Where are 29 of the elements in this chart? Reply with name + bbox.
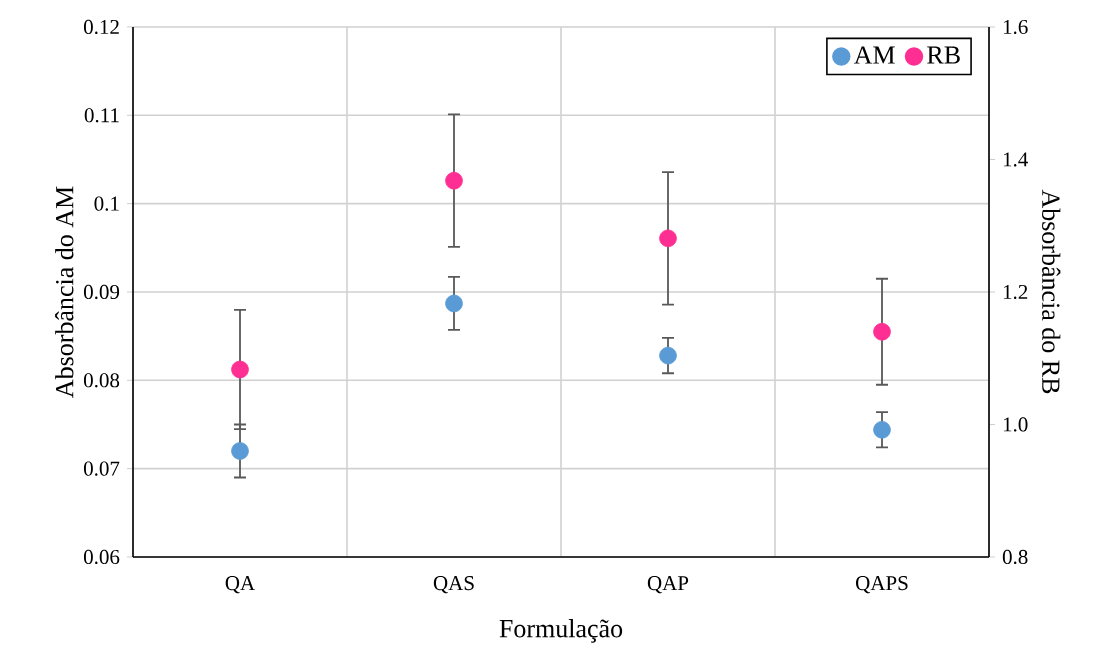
y-tick-label: 0.12	[83, 19, 119, 35]
y2-tick-label: 1.0	[1003, 417, 1028, 432]
point	[873, 322, 891, 341]
x-axis-title: Formulação	[499, 619, 623, 643]
y-tick-label: 0.11	[84, 108, 119, 123]
x-tick-label: QAS	[433, 576, 474, 594]
legend-label: AM	[853, 46, 895, 64]
y-tick-label: 0.1	[94, 196, 119, 211]
point	[445, 171, 463, 190]
point	[445, 294, 463, 313]
y2-tick-label: 1.2	[1003, 284, 1028, 300]
y2-axis-title: Absorbância do RB	[1042, 189, 1061, 394]
point	[873, 420, 891, 439]
y2-tick-label: 0.8	[1002, 549, 1028, 565]
y-tick-label: 0.06	[83, 549, 120, 565]
legend-label: RB	[927, 46, 960, 64]
y2-tick-label: 1.6	[1003, 19, 1028, 35]
y2-tick-label: 1.4	[1003, 152, 1028, 167]
x-tick-label: QA	[225, 576, 255, 594]
y-tick-label: 0.09	[83, 284, 120, 300]
x-tick-label: QAPS	[856, 576, 908, 594]
x-tick-label: QAP	[647, 576, 689, 594]
point	[231, 360, 249, 379]
y-axis-title: Absorbância do AM	[55, 186, 74, 398]
point	[659, 346, 677, 365]
y-tick-label: 0.07	[83, 461, 120, 476]
y-tick-label: 0.08	[83, 373, 120, 388]
point	[231, 442, 249, 460]
point	[659, 229, 677, 248]
